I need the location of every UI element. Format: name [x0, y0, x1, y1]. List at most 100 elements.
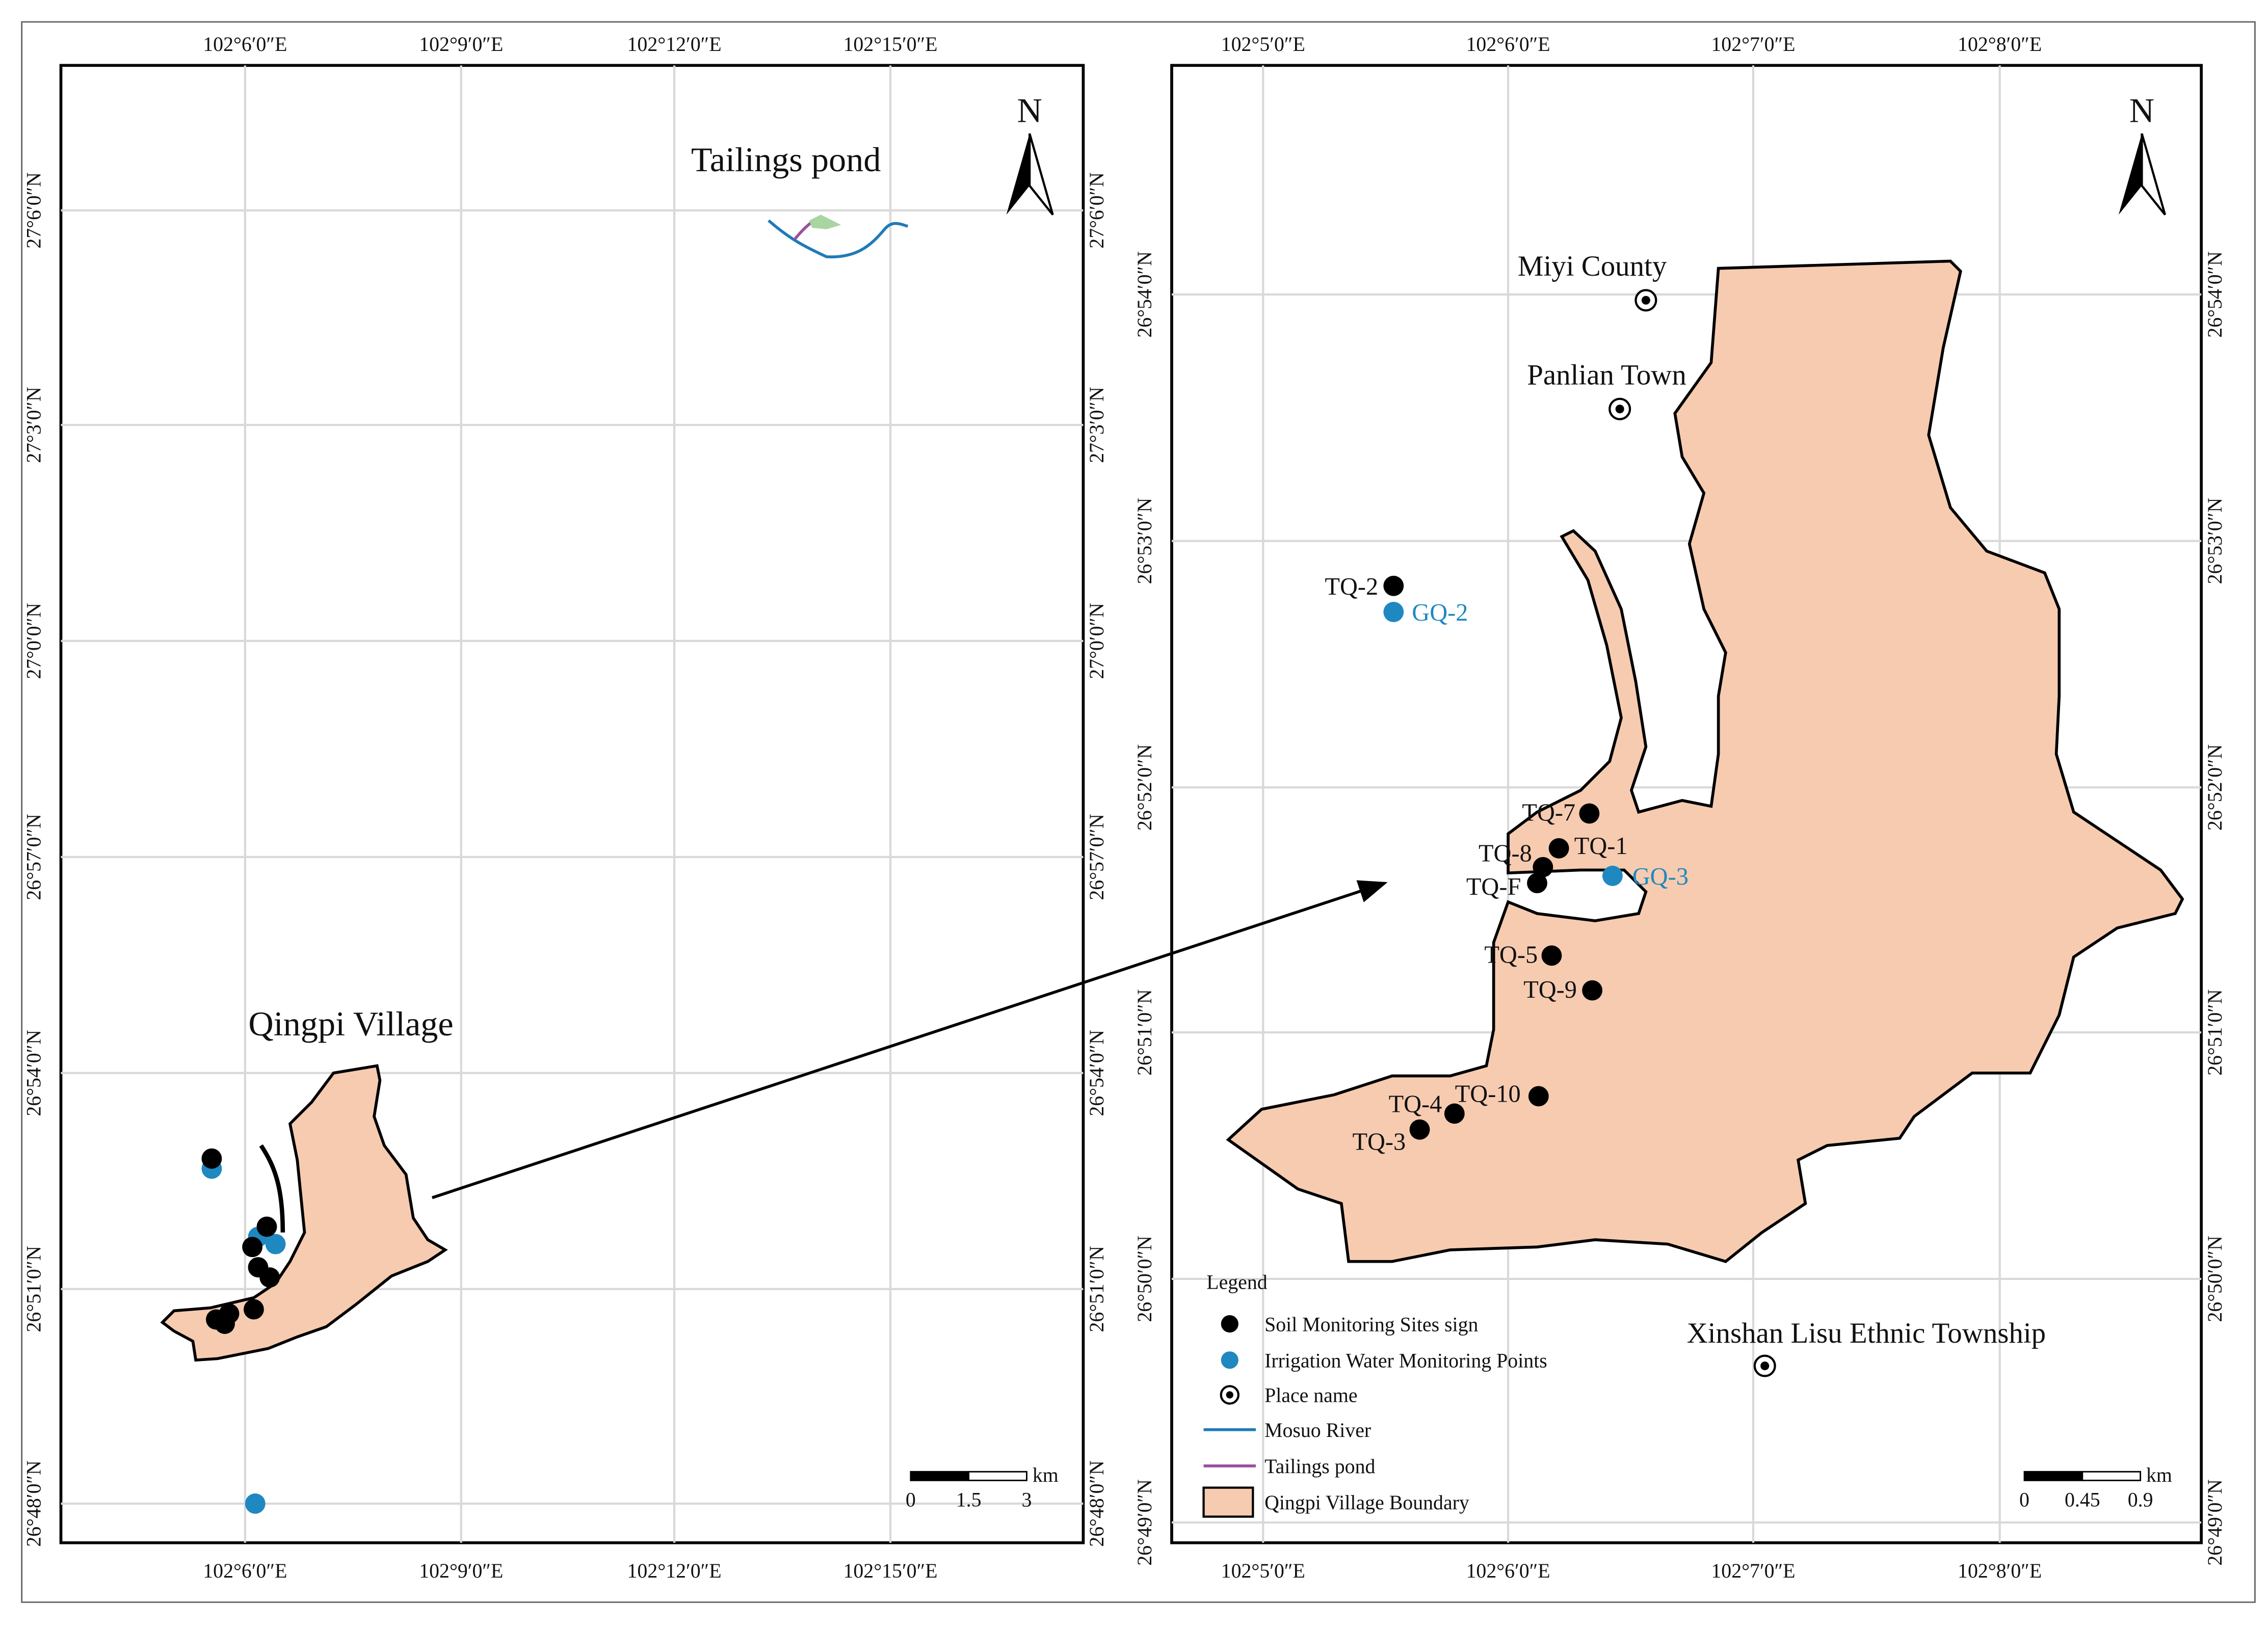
lat-label-right: 26°48′0″N — [1086, 1460, 1108, 1547]
north-arrow — [2141, 133, 2167, 216]
lat-label-left: 26°51′0″N — [23, 1246, 45, 1332]
lat-label-right: 26°50′0″N — [2204, 1236, 2226, 1322]
scale-tick: 0.9 — [2128, 1489, 2153, 1511]
scale-tick: 0.45 — [2065, 1489, 2100, 1511]
lat-label-left: 26°53′0″N — [1133, 498, 1156, 584]
soil-site — [215, 1314, 235, 1334]
lon-label-top: 102°5′0″E — [1221, 33, 1305, 56]
lon-label-top: 102°9′0″E — [419, 33, 503, 56]
soil-site — [1528, 1086, 1549, 1107]
lat-label-right: 26°54′0″N — [1086, 1030, 1108, 1116]
legend-label: Qingpi Village Boundary — [1264, 1491, 1469, 1514]
water-point — [1602, 865, 1623, 886]
lon-label-bottom: 102°6′0″E — [203, 1560, 287, 1582]
place-symbol — [1760, 1362, 1770, 1371]
lon-label-top: 102°8′0″E — [1958, 33, 2042, 56]
soil-site-label: TQ-3 — [1352, 1129, 1406, 1156]
zoom-arrow — [431, 880, 1388, 1199]
water-point-label: GQ-3 — [1632, 863, 1689, 890]
lat-label-left: 26°48′0″N — [23, 1460, 45, 1547]
place-label: Miyi County — [1518, 250, 1667, 282]
scale-bar — [968, 1471, 1027, 1481]
lat-label-right: 26°54′0″N — [2204, 251, 2226, 338]
north-arrow — [1028, 133, 1054, 216]
legend-label: Tailings pond — [1264, 1455, 1375, 1478]
soil-site — [1527, 873, 1547, 893]
soil-site-label: TQ-4 — [1389, 1091, 1442, 1118]
lat-label-right: 26°49′0″N — [2204, 1479, 2226, 1566]
place-label: Xinshan Lisu Ethnic Township — [1687, 1317, 2046, 1349]
water-point — [265, 1234, 286, 1255]
place-label: Panlian Town — [1527, 359, 1686, 391]
soil-site — [1444, 1103, 1465, 1124]
lat-label-right: 26°53′0″N — [2204, 498, 2226, 584]
soil-site-label: TQ-9 — [1523, 976, 1577, 1003]
lon-label-bottom: 102°8′0″E — [1958, 1560, 2042, 1582]
scale-bar — [2023, 1471, 2084, 1481]
lat-label-left: 26°49′0″N — [1133, 1479, 1156, 1566]
soil-site-label: TQ-F — [1466, 873, 1521, 900]
soil-site — [201, 1148, 222, 1169]
legend-label: Irrigation Water Monitoring Points — [1264, 1349, 1547, 1372]
scale-tick: 1.5 — [956, 1489, 982, 1511]
lat-label-right: 27°3′0″N — [1086, 387, 1108, 463]
soil-site-label: TQ-2 — [1325, 573, 1378, 600]
lat-label-right: 26°51′0″N — [2204, 989, 2226, 1076]
legend-label: Mosuo River — [1264, 1419, 1371, 1442]
soil-site — [242, 1237, 262, 1258]
soil-site — [1383, 575, 1404, 596]
soil-site — [1582, 980, 1603, 1001]
north-label: N — [1017, 91, 1042, 129]
scale-tick: 3 — [1021, 1489, 1032, 1511]
water-point — [245, 1493, 266, 1514]
soil-site — [1541, 945, 1562, 966]
lon-label-bottom: 102°6′0″E — [1466, 1560, 1550, 1582]
legend-symbol — [1221, 1315, 1238, 1333]
lon-label-bottom: 102°7′0″E — [1711, 1560, 1795, 1582]
soil-site — [1548, 838, 1569, 859]
scale-unit: km — [2146, 1464, 2172, 1486]
scale-bar — [2081, 1471, 2142, 1481]
legend-symbol — [1226, 1391, 1233, 1399]
legend-symbol — [1202, 1486, 1254, 1518]
lat-label-left: 27°6′0″N — [23, 172, 45, 249]
lat-label-left: 26°50′0″N — [1133, 1236, 1156, 1322]
scale-tick: 0 — [2019, 1489, 2029, 1511]
legend-title: Legend — [1206, 1271, 1268, 1294]
soil-site-label: TQ-10 — [1455, 1081, 1521, 1108]
lon-label-top: 102°15′0″E — [843, 33, 937, 56]
lat-label-right: 27°6′0″N — [1086, 172, 1108, 249]
lat-label-right: 26°51′0″N — [1086, 1246, 1108, 1332]
mosuo-river — [768, 219, 909, 258]
water-point — [1383, 602, 1404, 622]
soil-site — [1533, 857, 1553, 877]
soil-site-label: TQ-8 — [1479, 840, 1532, 867]
lon-label-top: 102°12′0″E — [627, 33, 722, 56]
lat-label-left: 27°0′0″N — [23, 603, 45, 679]
lon-label-top: 102°7′0″E — [1711, 33, 1795, 56]
lon-label-bottom: 102°5′0″E — [1221, 1560, 1305, 1582]
village-arm-small — [259, 1144, 285, 1233]
soil-site-label: TQ-1 — [1574, 833, 1628, 860]
north-label: N — [2129, 91, 2154, 129]
village-boundary — [1226, 259, 2184, 1263]
scale-unit: km — [1033, 1464, 1059, 1486]
legend-label: Place name — [1264, 1384, 1357, 1407]
lon-label-top: 102°6′0″E — [203, 33, 287, 56]
village-label: Qingpi Village — [248, 1004, 453, 1043]
outer-frame — [21, 21, 2256, 1603]
place-symbol — [1615, 405, 1624, 414]
lon-label-bottom: 102°9′0″E — [419, 1560, 503, 1582]
tailings-label: Tailings pond — [691, 140, 881, 179]
lat-label-left: 27°3′0″N — [23, 387, 45, 463]
village-boundary-small — [160, 1064, 448, 1362]
small-sites — [201, 1148, 286, 1514]
lon-label-bottom: 102°12′0″E — [627, 1560, 722, 1582]
lat-label-left: 26°51′0″N — [1133, 989, 1156, 1076]
lat-label-left: 26°54′0″N — [1133, 251, 1156, 338]
soil-site-label: TQ-7 — [1522, 799, 1575, 826]
soil-site — [1579, 803, 1600, 824]
soil-site — [259, 1267, 280, 1288]
